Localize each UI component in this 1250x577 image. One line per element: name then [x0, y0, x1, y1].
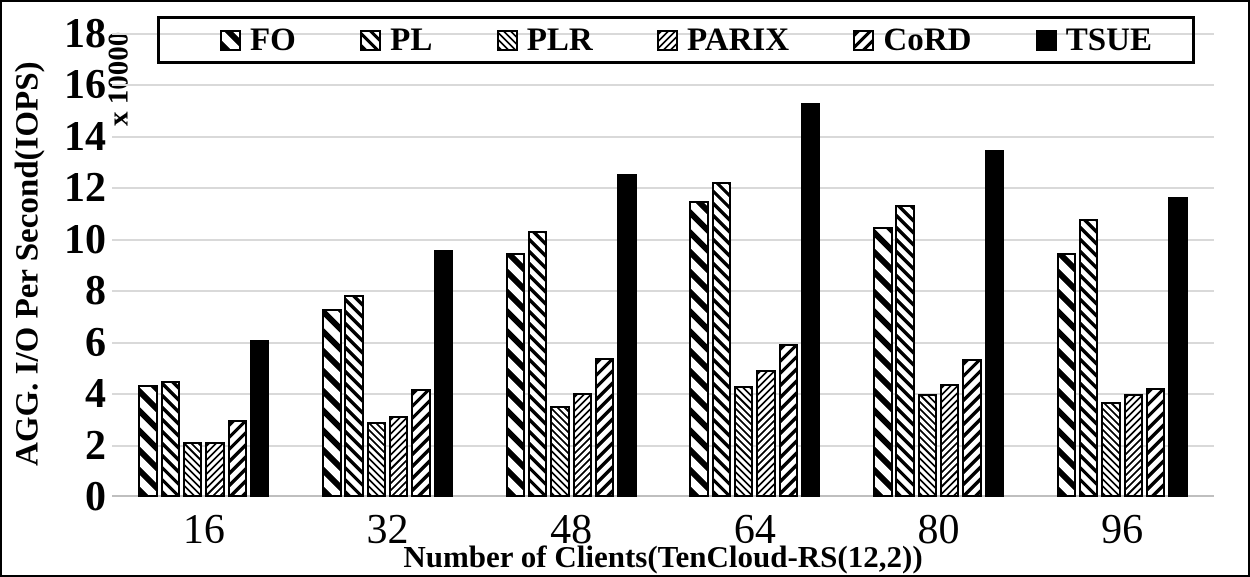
legend-label-parix: PARIX [687, 21, 790, 58]
x-tick-label: 64 [733, 507, 776, 553]
legend-item-fo: FO [220, 22, 296, 59]
bar-fo-16 [138, 385, 158, 497]
gridline [112, 444, 1214, 447]
legend-swatch-fo [220, 29, 241, 51]
x-tick-label: 96 [1101, 507, 1144, 553]
bar-pl-80 [895, 205, 915, 497]
bar-plr-64 [733, 386, 754, 497]
legend-label-tsue: TSUE [1065, 21, 1152, 58]
y-tick-label: 14 [64, 113, 106, 160]
legend-swatch-parix [657, 29, 679, 51]
bar-plr-48 [550, 405, 570, 497]
bar-tsue-32 [433, 250, 453, 497]
bar-parix-96 [1123, 394, 1144, 497]
bar-cord-64 [778, 343, 799, 497]
y-tick-label: 8 [85, 268, 106, 315]
y-tick-label: 10 [64, 216, 106, 263]
y-tick-label: 18 [64, 11, 106, 57]
bar-pl-48 [527, 230, 548, 497]
bar-plr-16 [182, 441, 203, 497]
bar-fo-64 [689, 201, 709, 497]
gridline [112, 135, 1214, 138]
y-tick-label: 12 [64, 165, 106, 212]
bar-fo-96 [1056, 252, 1077, 497]
bar-pl-16 [160, 381, 181, 497]
bar-parix-48 [572, 392, 593, 497]
bar-cord-32 [411, 388, 431, 497]
y-tick-label: 4 [85, 371, 106, 418]
legend-item-parix: PARIX [657, 22, 789, 59]
y-tick-label: 2 [85, 422, 106, 469]
legend-swatch-tsue [1035, 29, 1057, 51]
bar-plr-32 [366, 422, 387, 497]
legend-item-tsue: TSUE [1035, 21, 1152, 59]
x-axis-title: Number of Clients(TenCloud-RS(12,2)) [403, 539, 923, 574]
legend-swatch-cord [853, 29, 875, 51]
bar-plr-80 [917, 394, 938, 497]
gridline [112, 290, 1214, 293]
bar-cord-96 [1145, 387, 1166, 497]
x-tick-label: 16 [182, 507, 225, 553]
bar-tsue-16 [249, 340, 270, 497]
legend-item-cord: CoRD [853, 22, 971, 59]
gridline [112, 341, 1214, 344]
bar-pl-96 [1078, 219, 1099, 497]
bar-cord-48 [594, 358, 615, 497]
legend-label-cord: CoRD [883, 21, 972, 58]
bar-parix-16 [205, 441, 225, 497]
bar-tsue-96 [1168, 197, 1188, 497]
gridline [112, 393, 1214, 396]
x-tick-label: 80 [917, 507, 960, 553]
y-tick-label: 6 [85, 319, 106, 366]
bar-parix-64 [756, 369, 776, 497]
bar-plr-96 [1101, 401, 1121, 497]
legend-label-plr: PLR [526, 21, 593, 58]
bar-tsue-64 [800, 103, 821, 497]
y-tick-label: 16 [64, 62, 106, 109]
bar-fo-48 [505, 252, 526, 497]
bar-parix-80 [939, 383, 960, 497]
x-tick-label: 32 [366, 507, 409, 553]
bar-cord-80 [962, 359, 982, 497]
legend: FO PL PLR PARIX CoRD TSUE [157, 16, 1195, 64]
gridline [112, 238, 1214, 241]
gridline [112, 84, 1214, 87]
bar-pl-32 [344, 295, 364, 497]
legend-label-fo: FO [250, 21, 296, 58]
plot-area [112, 33, 1214, 497]
bar-fo-80 [873, 226, 893, 497]
y-tick-label: 0 [85, 474, 106, 520]
legend-swatch-pl [360, 29, 382, 51]
bar-tsue-48 [617, 174, 637, 497]
gridline [112, 187, 1214, 190]
legend-item-pl: PL [360, 22, 432, 59]
bar-parix-32 [388, 415, 409, 497]
x-axis-line [112, 495, 1214, 497]
bar-cord-16 [227, 419, 248, 497]
legend-swatch-plr [496, 29, 518, 51]
bar-pl-64 [711, 181, 732, 497]
legend-item-plr: PLR [496, 21, 593, 59]
x-tick-label: 48 [550, 507, 593, 553]
legend-label-pl: PL [390, 21, 433, 58]
bar-fo-32 [322, 309, 342, 497]
bar-tsue-80 [984, 149, 1004, 497]
